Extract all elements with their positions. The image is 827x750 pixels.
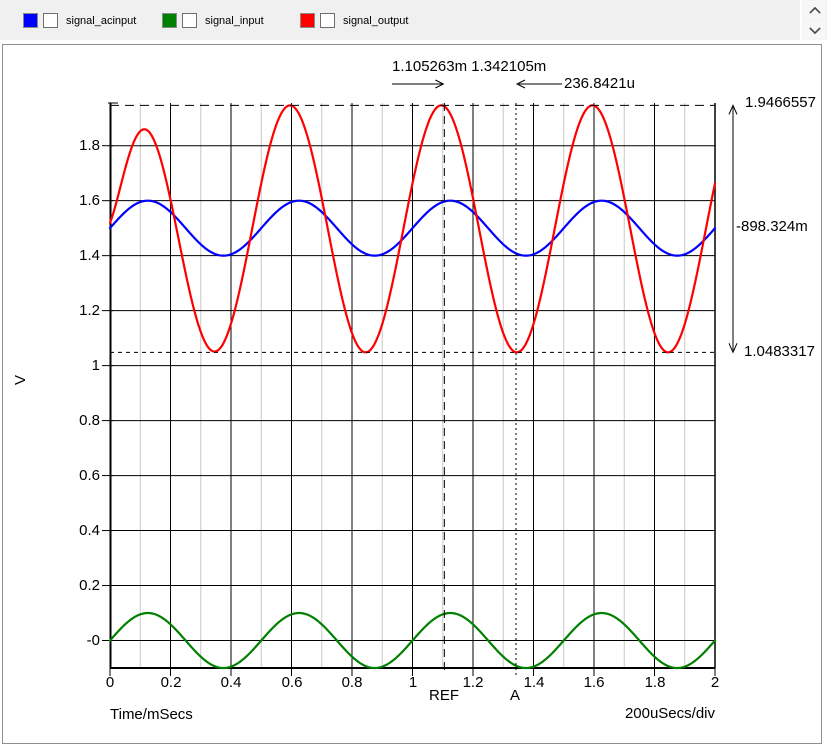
trace-visibility-checkbox-output[interactable] [320,13,335,28]
cursor-x-readout: 1.105263m 1.342105m [392,58,547,75]
trace-label-acinput: signal_acinput [66,14,137,27]
arrowhead-icon [728,104,738,115]
signal_output-curve[interactable] [108,104,717,354]
legend-item-signal-output: signal_output [300,13,408,28]
signal_acinput-curve[interactable] [108,199,717,257]
chevron-up-icon [808,6,821,14]
trace-visibility-checkbox-acinput[interactable] [43,13,58,28]
arrowhead-icon [435,79,445,89]
legend-scrollbar [800,0,827,40]
trace-color-swatch-output [300,13,315,28]
scroll-down-button[interactable] [803,21,826,39]
cursor-delta-y-readout: -898.324m [736,218,808,235]
trace-color-swatch-acinput [23,13,38,28]
scroll-up-button[interactable] [803,1,826,19]
cursor-ref-label[interactable]: REF [429,687,459,704]
arrowhead-icon [728,343,738,354]
x-axis-scale-label: 200uSecs/div [624,705,715,722]
cursor-ref-y-readout: 1.9466557 [745,94,816,111]
trace-label-input: signal_input [205,14,264,27]
trace-label-output: signal_output [343,14,409,27]
cursor-a-y-readout: 1.0483317 [744,343,815,360]
legend-item-signal-acinput: signal_acinput [23,13,136,28]
cursor-delta-x-readout: 236.8421u [564,75,635,92]
trace-color-swatch-input [162,13,177,28]
legend-bar: signal_acinput signal_input signal_outpu… [0,0,827,40]
trace-visibility-checkbox-input[interactable] [182,13,197,28]
signal_input-curve[interactable] [108,611,717,670]
arrowhead-icon [515,79,526,89]
chevron-down-icon [808,26,821,34]
y-axis-title: V [12,374,30,386]
cursor-a-label[interactable]: A [509,687,520,704]
legend-item-signal-input: signal_input [162,13,264,28]
x-axis-title: Time/mSecs [110,706,193,723]
